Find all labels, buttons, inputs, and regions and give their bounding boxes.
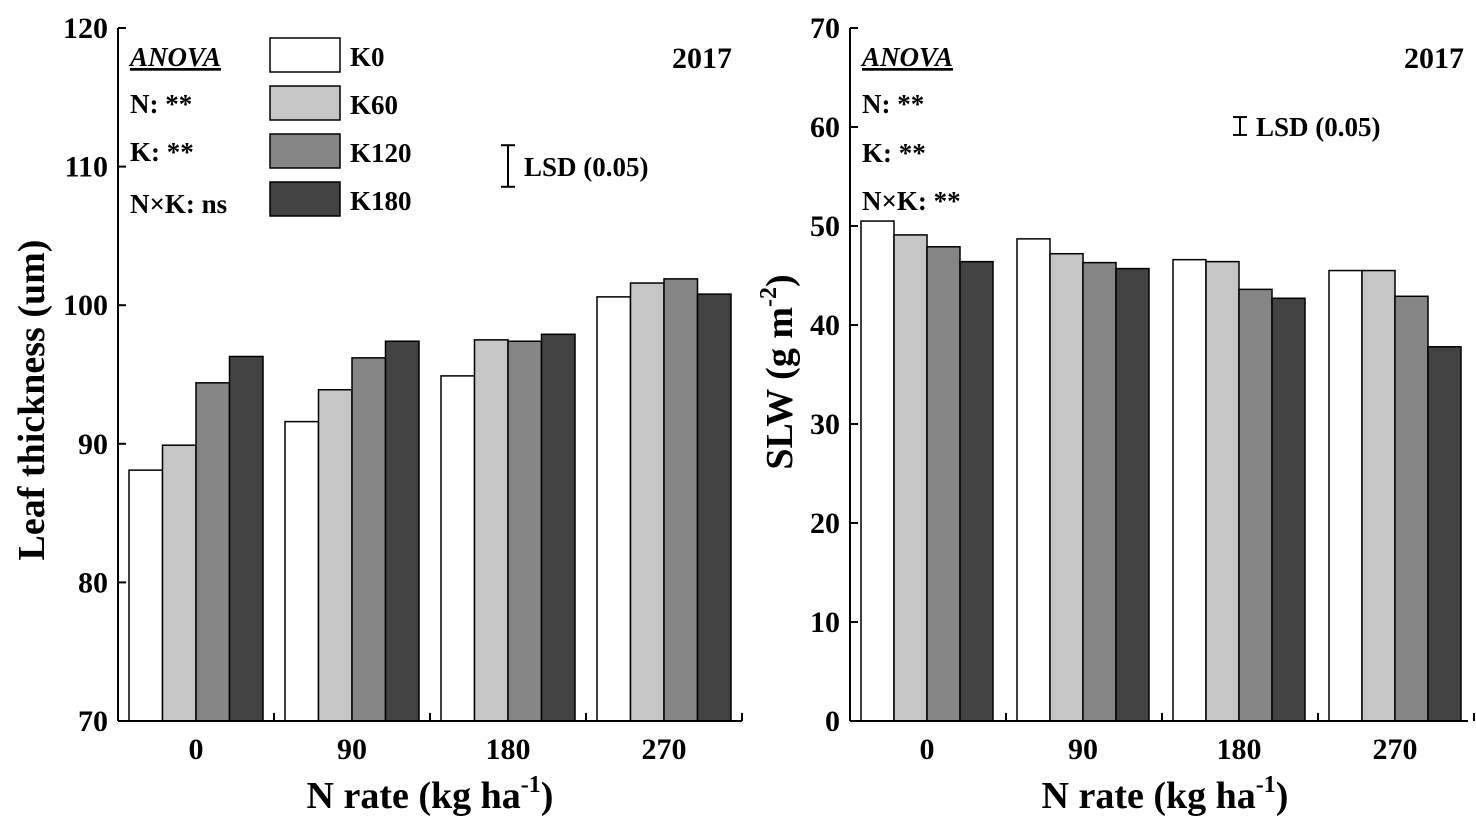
y-tick-label: 110 xyxy=(65,151,108,184)
x-tick-label: 270 xyxy=(642,733,687,766)
x-tick-label: 90 xyxy=(337,733,367,766)
legend-label-k180: K180 xyxy=(350,186,412,216)
bar-k120-n180 xyxy=(507,340,543,722)
x-tick-label: 180 xyxy=(1217,733,1262,766)
y-tick-label: 40 xyxy=(810,309,840,342)
bar-k60-n270 xyxy=(1361,269,1396,722)
bar-k120-n0 xyxy=(195,382,231,722)
y-tick-label: 50 xyxy=(810,210,840,243)
bar-k60-n90 xyxy=(1049,252,1084,722)
x-tick-label: 90 xyxy=(1068,733,1098,766)
anova-title: ANOVA xyxy=(860,42,953,72)
anova-nxk: N×K: ns xyxy=(130,189,227,219)
x-tick-label: 270 xyxy=(1373,733,1418,766)
y-ticks: 70 80 90 100 110 120 xyxy=(63,12,126,738)
anova-k: K: ** xyxy=(130,137,194,167)
y-tick-label: 30 xyxy=(810,408,840,441)
slw-chart: 0 10 20 30 40 50 60 70 0 90 180 270 SLW (g m-2) N … xyxy=(756,12,1475,817)
x-axis-label: N rate (kg ha-1) xyxy=(1042,772,1289,817)
bar-k180-n90 xyxy=(384,340,420,722)
legend-swatch-k60 xyxy=(269,85,341,121)
y-tick-label: 80 xyxy=(78,566,108,599)
bar-k60-n180 xyxy=(1205,260,1240,722)
bar-k0-n270 xyxy=(596,296,632,722)
anova-k: K: ** xyxy=(862,138,926,168)
y-tick-label: 120 xyxy=(63,12,108,45)
bar-k120-n180 xyxy=(1238,288,1273,722)
y-tick-label: 90 xyxy=(78,428,108,461)
bar-k60-n0 xyxy=(161,444,197,722)
x-tick-label: 0 xyxy=(189,733,204,766)
bar-k180-n270 xyxy=(696,293,732,722)
bar-k120-n0 xyxy=(926,246,961,722)
legend-label-k120: K120 xyxy=(350,138,412,168)
year-label: 2017 xyxy=(1404,42,1464,75)
legend-swatch-k180 xyxy=(269,181,341,217)
x-axis-label: N rate (kg ha-1) xyxy=(307,772,554,817)
x-ticks: 0 90 180 270 xyxy=(920,713,1475,766)
legend: K0 K60 K120 K180 xyxy=(269,37,412,217)
bar-k120-n270 xyxy=(663,278,699,722)
bar-k60-n270 xyxy=(629,282,665,722)
y-tick-label: 10 xyxy=(810,606,840,639)
x-tick-label: 180 xyxy=(486,733,531,766)
bar-group xyxy=(860,220,1462,722)
x-tick-label: 0 xyxy=(920,733,935,766)
legend-label-k0: K0 xyxy=(350,42,385,72)
bar-k180-n0 xyxy=(959,260,994,722)
anova-nxk: N×K: ** xyxy=(862,186,961,216)
y-tick-label: 20 xyxy=(810,507,840,540)
bar-k180-n180 xyxy=(1271,297,1306,722)
bar-k120-n90 xyxy=(1082,261,1117,722)
legend-swatch-k120 xyxy=(269,133,341,169)
y-tick-label: 100 xyxy=(63,289,108,322)
year-label: 2017 xyxy=(672,42,732,75)
bar-k60-n180 xyxy=(473,339,509,722)
bar-k0-n90 xyxy=(284,420,320,722)
y-tick-label: 60 xyxy=(810,111,840,144)
bar-k0-n0 xyxy=(860,220,895,722)
bar-k120-n270 xyxy=(1394,295,1429,722)
legend-label-k60: K60 xyxy=(350,90,398,120)
lsd-label: LSD (0.05) xyxy=(524,152,649,182)
bar-k0-n180 xyxy=(440,375,476,722)
bar-k180-n90 xyxy=(1115,267,1150,722)
y-tick-label: 70 xyxy=(78,705,108,738)
bar-k0-n270 xyxy=(1328,269,1363,722)
anova-title: ANOVA xyxy=(128,42,221,72)
y-tick-label: 0 xyxy=(825,705,840,738)
anova-n: N: ** xyxy=(130,89,192,119)
bar-k0-n180 xyxy=(1172,258,1207,722)
leaf-thickness-chart: 70 80 90 100 110 120 0 90 180 270 Leaf thickness… xyxy=(11,12,743,817)
lsd-label: LSD (0.05) xyxy=(1256,112,1381,142)
bar-k0-n90 xyxy=(1016,238,1051,722)
bar-k180-n180 xyxy=(540,333,576,722)
bar-k60-n0 xyxy=(893,234,928,722)
y-axis-label: Leaf thickness (um) xyxy=(11,240,53,561)
bar-k180-n0 xyxy=(228,355,264,722)
y-axis-label: SLW (g m-2) xyxy=(756,274,801,469)
lsd-error-bar xyxy=(501,144,515,188)
y-ticks: 0 10 20 30 40 50 60 70 xyxy=(810,12,858,738)
bar-k0-n0 xyxy=(128,469,164,722)
bar-k180-n270 xyxy=(1427,346,1462,722)
lsd-error-bar xyxy=(1233,116,1247,136)
y-tick-label: 70 xyxy=(810,12,840,45)
bar-group xyxy=(128,278,732,722)
legend-swatch-k0 xyxy=(269,37,341,73)
bar-k120-n90 xyxy=(351,357,387,722)
bar-k60-n90 xyxy=(317,388,353,722)
anova-n: N: ** xyxy=(862,89,924,119)
x-ticks: 0 90 180 270 xyxy=(189,713,743,766)
